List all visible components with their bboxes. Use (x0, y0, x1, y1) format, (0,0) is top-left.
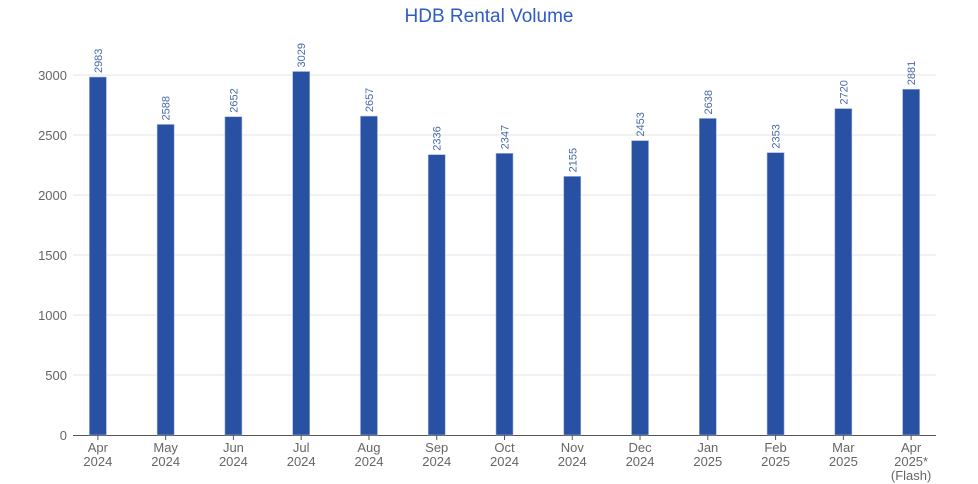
x-tick-label: 2024 (422, 454, 451, 469)
x-tick-label: 2024 (355, 454, 384, 469)
y-tick-label: 1500 (38, 248, 67, 263)
data-label: 2453 (635, 112, 647, 136)
x-tick-label: 2024 (626, 454, 655, 469)
bar (224, 116, 243, 436)
bar (699, 118, 717, 436)
x-tick-label: 2024 (219, 454, 248, 469)
bar (834, 108, 853, 436)
x-tick-label: 2024 (83, 454, 112, 469)
x-tick-label: Apr (88, 440, 109, 455)
data-label: 2720 (838, 80, 850, 104)
x-tick-label: (Flash) (891, 468, 931, 483)
data-label: 2588 (161, 96, 173, 120)
y-tick-label: 1000 (38, 308, 67, 323)
bar (902, 88, 920, 436)
y-tick-label: 500 (45, 368, 67, 383)
y-tick-label: 2000 (38, 188, 67, 203)
data-label: 2652 (228, 88, 240, 112)
data-label: 2657 (364, 88, 376, 112)
x-tick-label: Dec (628, 440, 652, 455)
x-tick-label: 2024 (490, 454, 519, 469)
x-tick-label: Nov (561, 440, 585, 455)
data-label: 2347 (500, 125, 512, 149)
data-label: 2353 (771, 124, 783, 148)
y-tick-label: 0 (60, 428, 67, 443)
x-tick-label: Aug (357, 440, 380, 455)
x-tick-label: Jun (223, 440, 244, 455)
x-tick-label: May (153, 440, 178, 455)
data-label: 2983 (93, 49, 105, 73)
x-tick-label: 2025 (761, 454, 790, 469)
bar (427, 154, 446, 436)
x-tick-label: Apr (901, 440, 922, 455)
x-tick-label: 2025 (829, 454, 858, 469)
x-tick-label: 2024 (558, 454, 587, 469)
data-label: 2881 (906, 61, 918, 85)
data-label: 2155 (567, 148, 579, 172)
x-tick-label: Jan (697, 440, 718, 455)
bar (563, 176, 582, 436)
x-tick-label: 2025* (894, 454, 928, 469)
chart-title: HDB Rental Volume (404, 6, 574, 27)
bar (360, 115, 378, 436)
data-label: 3029 (296, 43, 308, 67)
data-label: 2336 (432, 126, 444, 150)
bar (495, 153, 514, 436)
data-label: 2638 (703, 90, 715, 114)
x-tick-label: Sep (425, 440, 448, 455)
x-tick-label: 2024 (151, 454, 180, 469)
bar (766, 152, 785, 436)
y-tick-label: 3000 (38, 68, 67, 83)
x-tick-label: Mar (832, 440, 855, 455)
bar (631, 140, 649, 436)
x-tick-label: 2024 (287, 454, 316, 469)
x-tick-label: 2025 (693, 454, 722, 469)
bar (89, 76, 107, 436)
x-tick-label: Feb (764, 440, 786, 455)
x-tick-label: Jul (293, 440, 310, 455)
bar (156, 124, 175, 436)
bar (292, 71, 310, 436)
x-tick-label: Oct (494, 440, 515, 455)
y-tick-label: 2500 (38, 128, 67, 143)
